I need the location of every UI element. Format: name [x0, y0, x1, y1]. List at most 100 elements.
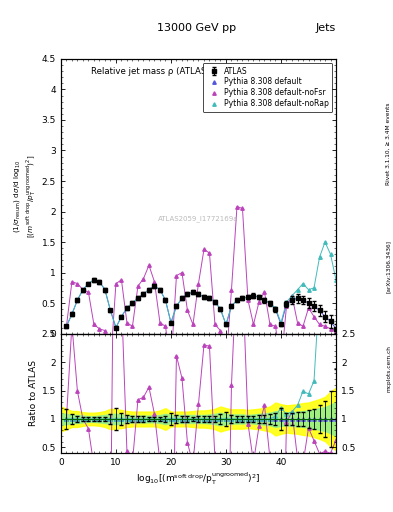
Pythia 8.308 default-noRap: [317, 254, 322, 261]
Pythia 8.308 default: [70, 311, 74, 317]
Pythia 8.308 default: [174, 303, 179, 309]
Pythia 8.308 default-noFsr: [158, 319, 162, 326]
Pythia 8.308 default-noRap: [273, 305, 278, 311]
Pythia 8.308 default-noFsr: [169, 361, 173, 367]
Text: Relative jet mass ρ (ATLAS soft-drop observables): Relative jet mass ρ (ATLAS soft-drop obs…: [91, 67, 306, 76]
Pythia 8.308 default-noFsr: [224, 361, 228, 367]
Pythia 8.308 default-noRap: [306, 287, 311, 293]
Pythia 8.308 default-noFsr: [262, 289, 267, 295]
Line: Pythia 8.308 default-noRap: Pythia 8.308 default-noRap: [65, 240, 338, 329]
Pythia 8.308 default-noRap: [202, 294, 206, 300]
Pythia 8.308 default-noRap: [75, 297, 80, 303]
Text: mcplots.cern.ch: mcplots.cern.ch: [386, 345, 391, 392]
Pythia 8.308 default: [75, 297, 80, 303]
Pythia 8.308 default-noFsr: [97, 326, 102, 332]
Pythia 8.308 default: [125, 305, 129, 311]
Pythia 8.308 default-noRap: [218, 306, 223, 312]
Pythia 8.308 default-noFsr: [114, 281, 118, 287]
Pythia 8.308 default-noRap: [70, 311, 74, 317]
Pythia 8.308 default: [163, 297, 168, 303]
Pythia 8.308 default: [81, 287, 85, 293]
Pythia 8.308 default: [295, 295, 300, 301]
Pythia 8.308 default-noRap: [163, 297, 168, 303]
Pythia 8.308 default: [141, 291, 146, 297]
Text: Rivet 3.1.10, ≥ 3.4M events: Rivet 3.1.10, ≥ 3.4M events: [386, 102, 391, 185]
Pythia 8.308 default-noRap: [125, 305, 129, 311]
Line: Pythia 8.308 default-noFsr: Pythia 8.308 default-noFsr: [65, 205, 338, 366]
Pythia 8.308 default-noRap: [158, 287, 162, 293]
Pythia 8.308 default: [257, 294, 261, 300]
Pythia 8.308 default-noRap: [114, 325, 118, 331]
Pythia 8.308 default-noFsr: [268, 322, 272, 328]
Pythia 8.308 default-noFsr: [103, 328, 107, 334]
Pythia 8.308 default-noRap: [279, 319, 283, 326]
Pythia 8.308 default-noRap: [246, 294, 250, 300]
Pythia 8.308 default-noRap: [92, 277, 96, 283]
Pythia 8.308 default-noFsr: [312, 313, 316, 319]
Pythia 8.308 default: [328, 318, 333, 325]
Pythia 8.308 default-noFsr: [301, 323, 305, 329]
Pythia 8.308 default: [191, 289, 195, 295]
Pythia 8.308 default-noRap: [229, 303, 234, 309]
Pythia 8.308 default-noFsr: [317, 322, 322, 328]
Pythia 8.308 default-noRap: [312, 285, 316, 291]
Pythia 8.308 default: [279, 322, 283, 328]
Pythia 8.308 default-noRap: [86, 281, 91, 287]
Pythia 8.308 default-noRap: [251, 293, 256, 299]
Pythia 8.308 default-noFsr: [202, 246, 206, 252]
Pythia 8.308 default-noFsr: [163, 323, 168, 329]
Pythia 8.308 default: [262, 297, 267, 303]
Text: [arXiv:1306.3436]: [arXiv:1306.3436]: [386, 240, 391, 293]
Pythia 8.308 default-noRap: [284, 299, 289, 305]
Pythia 8.308 default-noFsr: [81, 287, 85, 293]
Pythia 8.308 default-noFsr: [185, 307, 190, 313]
Pythia 8.308 default-noFsr: [218, 328, 223, 334]
Pythia 8.308 default-noFsr: [334, 328, 338, 334]
Pythia 8.308 default-noRap: [257, 294, 261, 300]
Pythia 8.308 default-noFsr: [125, 319, 129, 326]
Pythia 8.308 default-noFsr: [108, 361, 113, 367]
Pythia 8.308 default-noRap: [235, 297, 239, 303]
Pythia 8.308 default-noRap: [147, 287, 151, 293]
Pythia 8.308 default-noRap: [141, 291, 146, 297]
Pythia 8.308 default: [136, 295, 140, 301]
Pythia 8.308 default: [268, 300, 272, 306]
X-axis label: log$_{10}$[(m$^\mathrm{soft\ drop}$/p$_\mathrm{T}^\mathrm{ungroomed})^2$]: log$_{10}$[(m$^\mathrm{soft\ drop}$/p$_\…: [136, 471, 261, 487]
Pythia 8.308 default-noFsr: [257, 299, 261, 305]
Pythia 8.308 default: [97, 279, 102, 285]
Pythia 8.308 default-noRap: [323, 239, 327, 245]
Pythia 8.308 default-noRap: [136, 295, 140, 301]
Pythia 8.308 default: [64, 323, 69, 329]
Pythia 8.308 default: [334, 326, 338, 332]
Pythia 8.308 default-noRap: [174, 303, 179, 309]
Pythia 8.308 default: [306, 300, 311, 306]
Pythia 8.308 default: [152, 283, 157, 289]
Legend: ATLAS, Pythia 8.308 default, Pythia 8.308 default-noFsr, Pythia 8.308 default-no: ATLAS, Pythia 8.308 default, Pythia 8.30…: [203, 62, 332, 112]
Text: 13000 GeV pp: 13000 GeV pp: [157, 23, 236, 33]
Pythia 8.308 default-noRap: [108, 307, 113, 313]
Pythia 8.308 default-noFsr: [136, 283, 140, 289]
Pythia 8.308 default: [218, 306, 223, 312]
Pythia 8.308 default-noFsr: [119, 277, 124, 283]
Pythia 8.308 default-noFsr: [147, 262, 151, 268]
Pythia 8.308 default-noFsr: [64, 323, 69, 329]
Pythia 8.308 default-noRap: [97, 279, 102, 285]
Text: ATLAS2059_I1772169a: ATLAS2059_I1772169a: [158, 215, 239, 222]
Pythia 8.308 default-noRap: [130, 300, 135, 306]
Pythia 8.308 default: [224, 322, 228, 328]
Pythia 8.308 default: [235, 297, 239, 303]
Pythia 8.308 default-noRap: [81, 287, 85, 293]
Pythia 8.308 default: [251, 293, 256, 299]
Pythia 8.308 default-noRap: [119, 313, 124, 319]
Pythia 8.308 default-noRap: [207, 295, 212, 301]
Pythia 8.308 default-noRap: [328, 251, 333, 258]
Pythia 8.308 default-noFsr: [86, 289, 91, 295]
Pythia 8.308 default: [158, 287, 162, 293]
Pythia 8.308 default-noFsr: [207, 250, 212, 256]
Pythia 8.308 default: [180, 295, 184, 301]
Pythia 8.308 default-noFsr: [235, 204, 239, 210]
Pythia 8.308 default-noFsr: [174, 272, 179, 279]
Y-axis label: Ratio to ATLAS: Ratio to ATLAS: [29, 360, 37, 426]
Pythia 8.308 default: [213, 299, 217, 305]
Pythia 8.308 default-noRap: [240, 295, 245, 301]
